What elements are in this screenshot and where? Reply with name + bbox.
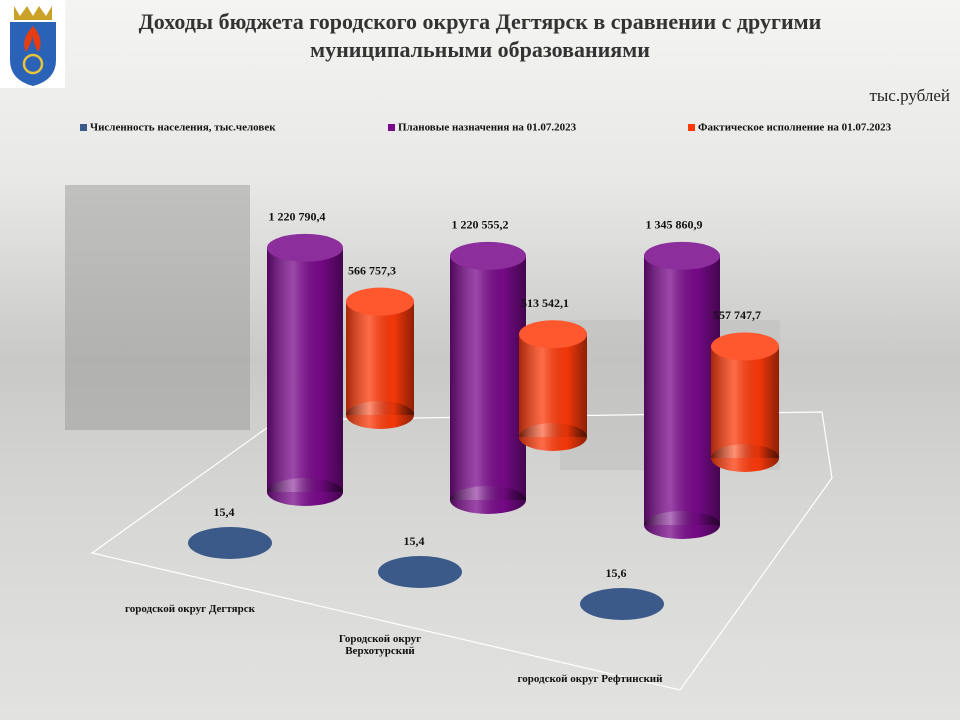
cylinder-top	[644, 241, 720, 270]
cylinder-top-light	[450, 241, 526, 270]
cylinder-top-light	[267, 233, 343, 262]
cylinder-base-shade	[267, 478, 343, 506]
cylinder-shade	[450, 255, 526, 500]
cylinder-top	[711, 332, 779, 361]
cylinder-base-shade	[450, 486, 526, 514]
legend-swatch	[688, 124, 695, 131]
legend-swatch	[80, 124, 87, 131]
value-label: 557 747,7	[713, 308, 761, 322]
chart-title: Доходы бюджета городского округа Дегтярс…	[138, 9, 822, 62]
cylinder-top	[267, 233, 343, 262]
legend-label: Фактическое исполнение на 01.07.2023	[698, 122, 892, 134]
population-disc	[580, 588, 664, 620]
value-label: 15,4	[214, 505, 235, 519]
value-label: 513 542,1	[521, 296, 569, 310]
legend-label: Плановые назначения на 01.07.2023	[398, 122, 577, 134]
cylinder-top-light	[346, 287, 414, 316]
cylinder-shade	[644, 255, 720, 525]
category-label: городской округ Дегтярск	[125, 603, 255, 615]
population-disc	[188, 527, 272, 559]
cylinder-base-shade	[519, 423, 587, 451]
cylinder-top-light	[519, 320, 587, 349]
units-label: тыс.рублей	[869, 86, 950, 105]
cylinder-shade	[519, 334, 587, 437]
category-label: городской округ Рефтинский	[517, 673, 663, 685]
floor	[90, 411, 833, 691]
cylinder-base-shade	[644, 511, 720, 539]
emblem	[0, 0, 65, 88]
cylinder-top	[346, 287, 414, 316]
value-label: 566 757,3	[348, 263, 396, 277]
cylinder-top	[450, 241, 526, 270]
cylinder-base-shade	[711, 444, 779, 472]
legend-swatch	[388, 124, 395, 131]
value-label: 15,6	[606, 566, 627, 580]
value-label: 1 345 860,9	[646, 218, 703, 232]
legend-label: Численность населения, тыс.человек	[90, 122, 276, 134]
cylinder-top-light	[644, 241, 720, 270]
cylinder-top	[519, 320, 587, 349]
cylinder-shade	[711, 346, 779, 458]
cylinder-shade	[346, 301, 414, 415]
category-label: Городской округ Верхотурский	[338, 633, 422, 657]
background-monument	[65, 185, 250, 430]
cylinder-shade	[267, 247, 343, 492]
population-disc	[378, 556, 462, 588]
value-label: 1 220 555,2	[452, 218, 509, 232]
value-label: 1 220 790,4	[269, 210, 326, 224]
value-label: 15,4	[404, 534, 425, 548]
cylinder-base-shade	[346, 401, 414, 429]
cylinder-top-light	[711, 332, 779, 361]
